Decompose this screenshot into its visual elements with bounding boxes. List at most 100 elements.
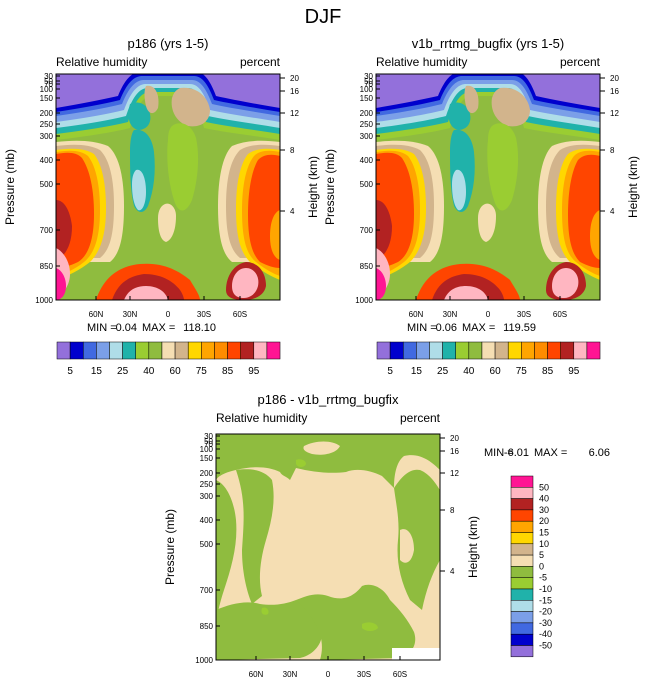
x-tick-label: 60S: [393, 670, 407, 679]
x-tick-label: 30S: [357, 670, 371, 679]
colorbar-swatch: [510, 543, 534, 556]
y-tick-label: 30: [364, 72, 373, 81]
y-tick-label: 300: [40, 132, 54, 141]
x-tick-label: 60N: [409, 310, 424, 319]
colorbar: 5 15 25 40 60 75 85 95: [56, 341, 281, 377]
colorbar-label: 85: [542, 366, 554, 377]
contour-field: [216, 434, 440, 660]
max-value: 6.06: [589, 447, 610, 459]
y-tick-label: 100: [360, 85, 374, 94]
x-tick-label: 30N: [443, 310, 458, 319]
y-tick-label: 100: [40, 85, 54, 94]
colorbar-label: -10: [539, 584, 552, 594]
max-label: MAX =: [462, 322, 495, 334]
y-tick-label: 400: [360, 156, 374, 165]
colorbar-swatch: [586, 341, 601, 360]
y-tick-label: 70: [44, 80, 53, 89]
colorbar-swatch: [109, 341, 123, 360]
y-axis-title: Pressure (mb): [3, 149, 17, 225]
colorbar-swatch: [494, 341, 509, 360]
y2-axis-title: Height (km): [626, 156, 640, 218]
colorbar-swatch: [82, 341, 97, 360]
colorbar-swatch: [240, 341, 255, 360]
colorbar-swatch: [510, 611, 534, 624]
colorbar-label: 85: [222, 366, 234, 377]
colorbar-label: 95: [248, 366, 260, 377]
y2-tick-label: 16: [290, 87, 299, 96]
y-tick-label: 50: [44, 77, 53, 86]
x-tick-label: 60N: [89, 310, 104, 319]
colorbar-label: -40: [539, 629, 552, 639]
y-tick-label: 850: [40, 262, 54, 271]
colorbar-label: 50: [539, 482, 549, 492]
colorbar-swatch: [510, 588, 534, 601]
y2-tick-label: 4: [290, 207, 295, 216]
y2-tick-label: 16: [610, 87, 619, 96]
y2-axis-title: Height (km): [306, 156, 320, 218]
y-tick-label: 850: [200, 622, 214, 631]
colorbar: 5 15 25 40 60 75 85 95: [376, 341, 601, 377]
y-tick-label: 150: [360, 94, 374, 103]
colorbar-swatch: [148, 341, 163, 360]
colorbar-swatch: [510, 645, 534, 658]
colorbar-label: 40: [143, 366, 155, 377]
y-tick-label: 400: [200, 516, 214, 525]
colorbar-label: 75: [516, 366, 528, 377]
y2-tick-label: 4: [450, 567, 455, 576]
colorbar-swatch: [389, 341, 404, 360]
y-tick-label: 200: [360, 109, 374, 118]
panel-p186: p186 (yrs 1-5) Relative humidity percent: [3, 36, 320, 377]
y2-tick-label: 20: [290, 74, 299, 83]
x-tick-label: 30N: [283, 670, 298, 679]
colorbar-swatch: [534, 341, 548, 360]
y-tick-label: 850: [360, 262, 374, 271]
colorbar-swatch: [510, 487, 534, 499]
colorbar-swatch: [560, 341, 575, 360]
x-tick-label: 60S: [553, 310, 567, 319]
y-tick-label: 150: [40, 94, 54, 103]
y-tick-label: 200: [200, 469, 214, 478]
colorbar-swatch: [510, 622, 534, 635]
colorbar-swatch: [468, 341, 483, 360]
colorbar-swatch: [573, 341, 588, 360]
x-tick-label: 30S: [197, 310, 211, 319]
colorbar-label: 0: [539, 561, 544, 571]
colorbar-swatch: [161, 341, 176, 360]
colorbar-label: 60: [490, 366, 502, 377]
colorbar-swatch: [510, 520, 534, 533]
y2-tick-label: 16: [450, 447, 459, 456]
y2-tick-label: 8: [450, 506, 455, 515]
figure-title: DJF: [305, 6, 342, 28]
y-tick-label: 500: [40, 180, 54, 189]
colorbar-swatch: [510, 498, 534, 511]
min-label: MIN =: [484, 447, 514, 459]
x-tick-label: 30N: [123, 310, 138, 319]
y-tick-label: 250: [40, 120, 54, 129]
colorbar-label: 15: [91, 366, 103, 377]
colorbar-swatch: [442, 341, 456, 360]
y2-tick-label: 20: [610, 74, 619, 83]
y-tick-label: 250: [200, 480, 214, 489]
min-value: -6.01: [504, 447, 529, 459]
colorbar-label: 75: [196, 366, 208, 377]
y-tick-label: 400: [40, 156, 54, 165]
y-tick-label: 200: [40, 109, 54, 118]
y2-tick-label: 12: [450, 469, 459, 478]
max-label: MAX =: [142, 322, 175, 334]
colorbar-swatch: [547, 341, 561, 360]
y-tick-label: 50: [364, 77, 373, 86]
colorbar-swatch: [253, 341, 268, 360]
colorbar-swatch: [521, 341, 535, 360]
y2-tick-label: 20: [450, 434, 459, 443]
colorbar-label: -50: [539, 641, 552, 651]
y2-tick-label: 8: [290, 146, 295, 155]
colorbar-swatch: [481, 341, 496, 360]
y2-tick-label: 12: [290, 109, 299, 118]
y-tick-label: 150: [200, 454, 214, 463]
colorbar-label: 15: [411, 366, 423, 377]
colorbar-swatch: [402, 341, 417, 360]
colorbar-swatch: [376, 341, 391, 360]
x-tick-label: 0: [326, 670, 331, 679]
colorbar-swatch: [416, 341, 430, 360]
